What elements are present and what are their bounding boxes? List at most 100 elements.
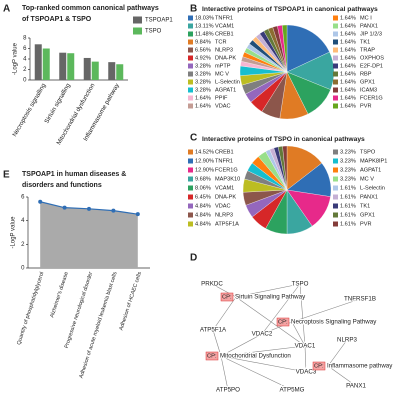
- panel-label: A: [3, 4, 10, 15]
- y-tick-label: 0: [21, 266, 25, 272]
- edge: [261, 283, 301, 335]
- edge: [304, 345, 307, 373]
- bar: [83, 57, 91, 80]
- tag-box: [312, 361, 326, 371]
- edge: [291, 321, 306, 347]
- legend-swatch: [333, 212, 338, 218]
- legend-label: FCER1G: [360, 95, 383, 101]
- x-tick-label: Progressive neurological disorder: [64, 271, 94, 349]
- bar: [67, 53, 75, 80]
- legend-value: 1.64%: [340, 15, 356, 21]
- legend-swatch: [188, 194, 193, 200]
- legend-value: 1.64%: [340, 79, 356, 85]
- legend-label: NLRP3: [215, 212, 233, 218]
- legend-value: 1.61%: [340, 221, 356, 227]
- legend-value: 4.84%: [195, 203, 211, 209]
- bar: [59, 52, 67, 80]
- edge: [212, 329, 222, 357]
- tag-box: [205, 351, 219, 361]
- legend-label: NLRP3: [215, 47, 233, 53]
- y-tick-label: 8: [23, 36, 27, 42]
- legend-swatch: [188, 221, 193, 227]
- point: [111, 208, 116, 213]
- legend-label: MC V: [360, 176, 374, 182]
- legend-swatch: [188, 95, 193, 101]
- legend-swatch: [333, 79, 338, 85]
- y-tick-label: 2: [21, 242, 25, 248]
- legend-swatch: [333, 55, 338, 61]
- legend-value: 9.68%: [195, 176, 211, 182]
- legend-swatch: [188, 185, 193, 191]
- node-label: PRKDC: [201, 281, 223, 288]
- node-tag: CP:: [207, 354, 217, 360]
- legend-value: 6.45%: [195, 194, 211, 200]
- edge: [235, 283, 301, 298]
- legend-swatch: [333, 63, 338, 69]
- legend-label: VCAM1: [215, 185, 234, 191]
- legend-value: 14.52%: [195, 149, 214, 155]
- node-label: VDAC2: [252, 331, 273, 338]
- legend-label: PPIF: [215, 95, 228, 101]
- bar: [108, 62, 116, 80]
- y-tick-label: 2: [23, 67, 27, 73]
- panel-label: D: [190, 253, 197, 264]
- bar: [116, 64, 124, 80]
- legend-value: 1.64%: [340, 71, 356, 77]
- y-tick-label: 4: [23, 57, 27, 63]
- legend-label: DNA-PK: [215, 194, 236, 200]
- legend-value: 1.64%: [340, 103, 356, 109]
- legend-value: 1.64%: [340, 23, 356, 29]
- legend-swatch: [188, 31, 193, 37]
- node-label: VDAC3: [296, 369, 317, 376]
- bar: [34, 44, 42, 80]
- x-tick-label: Adhesion of HCAEC cells: [118, 271, 143, 331]
- legend-label: L-Selectin: [360, 185, 385, 191]
- legend-label: PVR: [360, 221, 372, 227]
- y-tick-label: 6: [23, 46, 27, 52]
- legend-label: JIP 1/2/3: [360, 31, 382, 37]
- legend-value: 12.90%: [195, 158, 214, 164]
- legend-value: 4.84%: [195, 212, 211, 218]
- legend-value: 9.84%: [195, 39, 211, 45]
- legend-value: 3.23%: [340, 167, 356, 173]
- legend-label: E2F-DP1: [360, 63, 383, 69]
- point: [38, 199, 43, 204]
- chart-title: TSPOAP1 in human diseases &: [22, 171, 126, 178]
- pie-slice: [286, 24, 330, 73]
- legend-value: 1.64%: [340, 87, 356, 93]
- legend-label: MAPK8IP1: [360, 158, 387, 164]
- node-tag: CP:: [314, 364, 324, 370]
- legend-value: 1.64%: [195, 103, 211, 109]
- legend-label: CREB1: [215, 31, 234, 37]
- legend-swatch: [333, 31, 338, 37]
- legend-swatch: [333, 15, 338, 21]
- node-label: Sirtuin Signaling Pathway: [235, 294, 306, 301]
- node-label: ATP5MG: [280, 387, 305, 394]
- edge: [235, 296, 306, 347]
- legend-label: mPTP: [215, 63, 231, 69]
- bar: [42, 48, 50, 80]
- legend-swatch: [188, 212, 193, 218]
- legend-swatch: [188, 158, 193, 164]
- legend-swatch: [188, 203, 193, 209]
- legend-swatch: [333, 176, 338, 182]
- point: [135, 212, 140, 217]
- legend-label: GPX1: [360, 79, 375, 85]
- node-label: ATP5F1A: [200, 327, 227, 334]
- node-label: Mitochondrial Dysfunction: [220, 353, 291, 360]
- legend-swatch: [333, 47, 338, 53]
- legend-value: 6.56%: [195, 47, 211, 53]
- legend-swatch: [188, 47, 193, 53]
- legend-label: VCAM1: [215, 23, 234, 29]
- edge: [327, 365, 357, 387]
- legend-swatch: [333, 149, 338, 155]
- node-label: TSPO: [292, 281, 309, 288]
- panel-label: C: [190, 133, 197, 144]
- legend-swatch: [333, 158, 338, 164]
- node-tag: CP:: [222, 295, 232, 301]
- chart-title: disorders and functions: [22, 182, 102, 189]
- chart-title: Interactive proteins of TSPOAP1 in canon…: [202, 6, 378, 13]
- legend-value: 18.03%: [195, 15, 214, 21]
- legend-label: CREB1: [215, 149, 234, 155]
- x-tick-label: Sirtuin signalling: [43, 82, 72, 125]
